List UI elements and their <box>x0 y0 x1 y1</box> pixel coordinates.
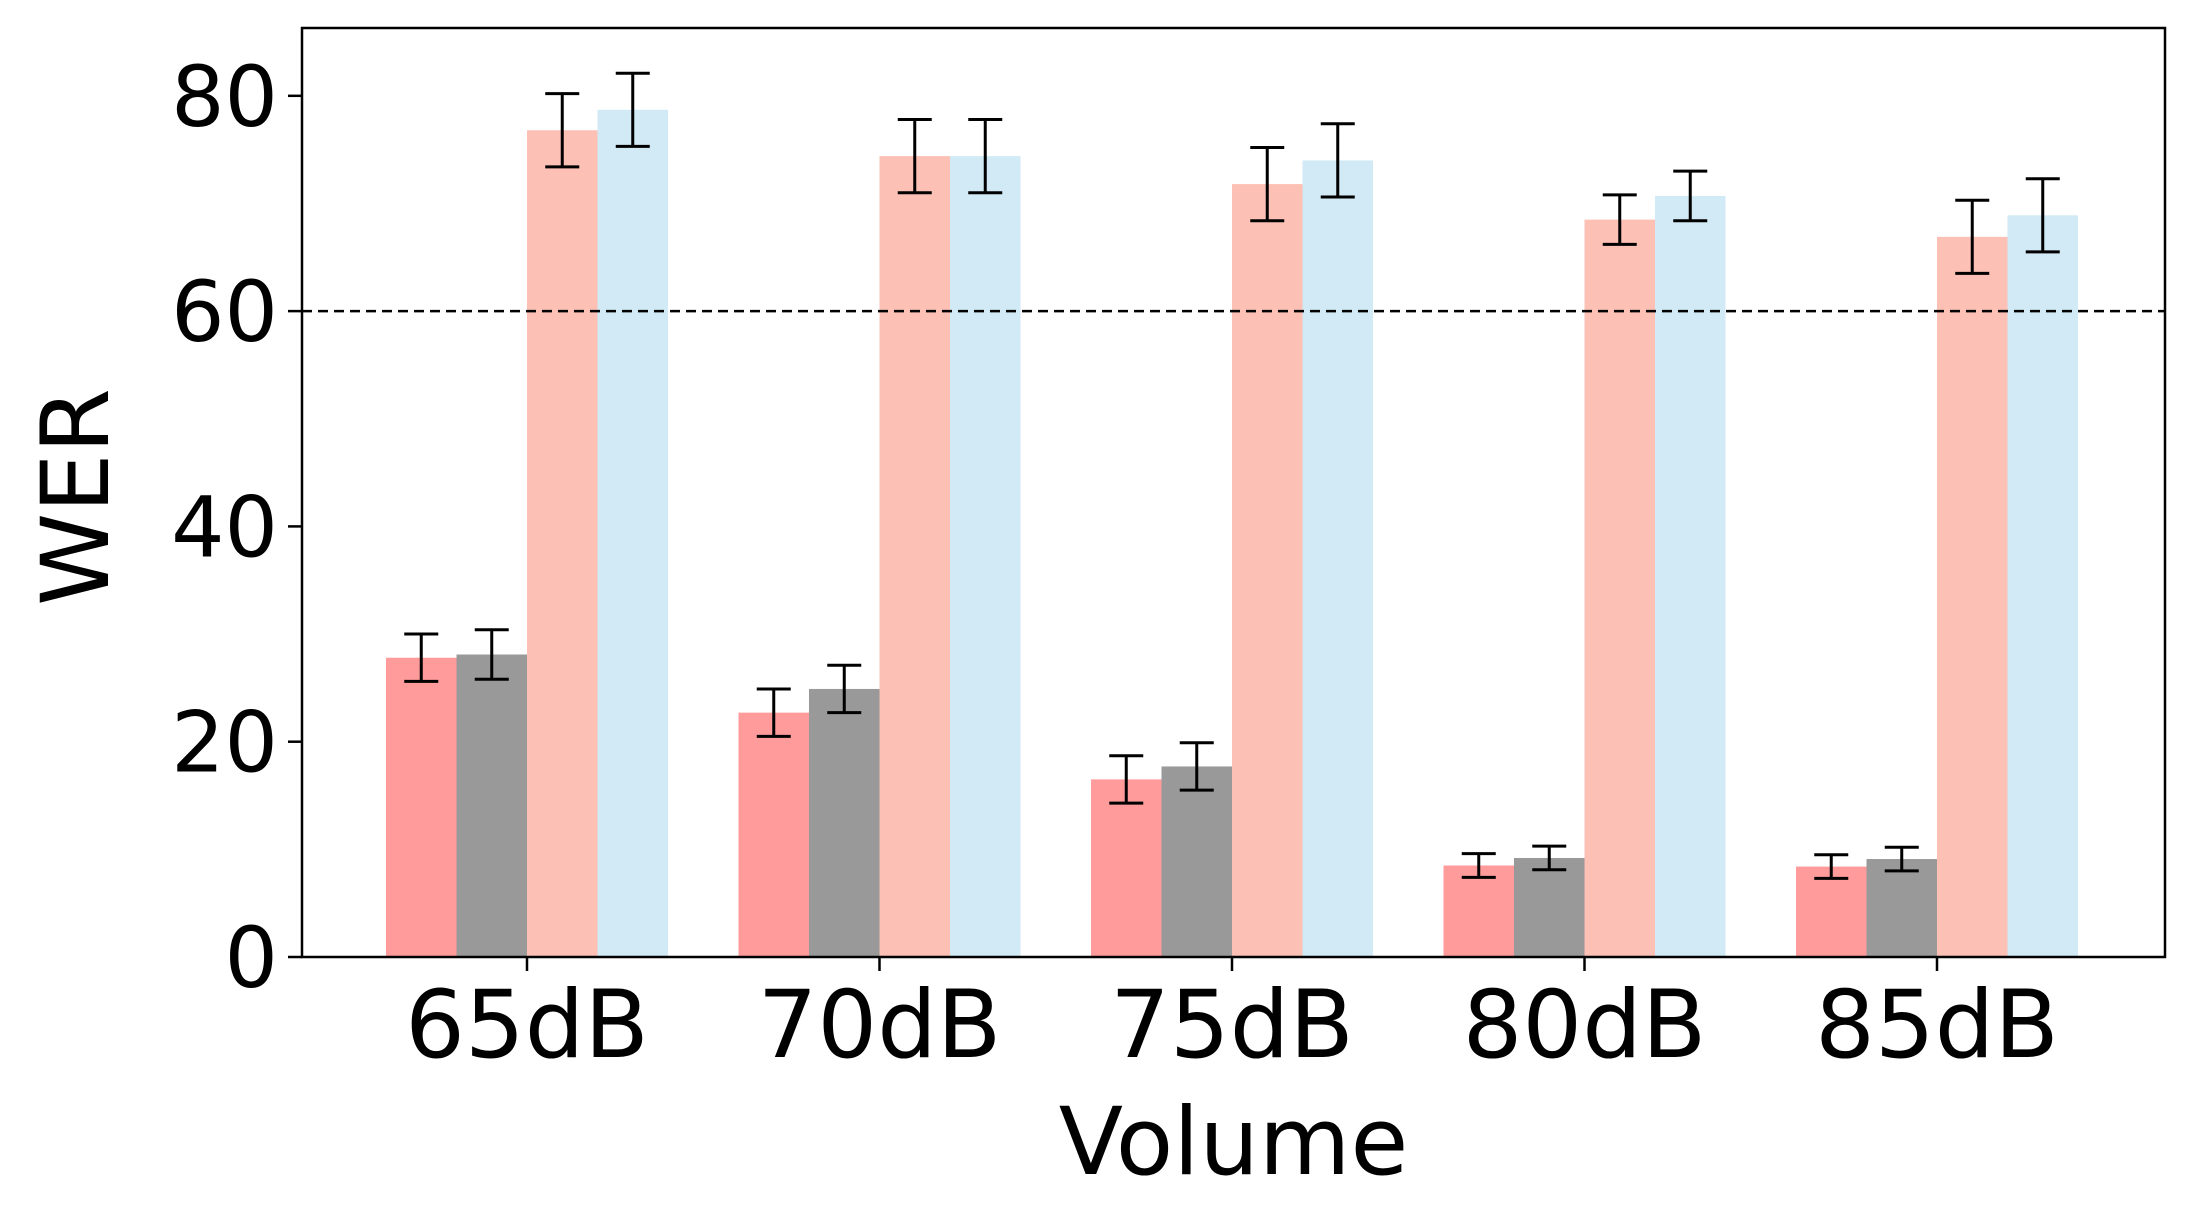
bar-70dB-series-2 <box>809 688 880 957</box>
error-bar-85dB-series-1 <box>1814 853 1849 880</box>
bar-85dB-series-1 <box>1796 866 1867 957</box>
error-bar-65dB-series-1 <box>404 632 439 683</box>
bar-85dB-series-2 <box>1866 859 1937 957</box>
error-bar-85dB-series-4 <box>2025 177 2060 254</box>
x-tick-label: 65dB <box>405 971 649 1080</box>
error-bar-75dB-series-2 <box>1179 741 1214 792</box>
y-tick-label: 80 <box>171 48 278 146</box>
bar-80dB-series-2 <box>1514 857 1585 957</box>
bar-75dB-series-4 <box>1302 160 1373 957</box>
bar-85dB-series-4 <box>2007 215 2078 957</box>
error-bar-80dB-series-1 <box>1461 852 1496 879</box>
x-tick-label: 70dB <box>758 971 1002 1080</box>
bar-65dB-series-3 <box>527 130 598 957</box>
axes-frame <box>300 26 2167 959</box>
bar-80dB-series-4 <box>1655 195 1726 957</box>
bar-75dB-series-1 <box>1091 779 1162 957</box>
error-bar-70dB-series-3 <box>897 118 932 195</box>
bars-layer <box>386 109 2078 958</box>
x-tick-label: 85dB <box>1815 971 2059 1080</box>
error-bar-70dB-series-2 <box>827 663 862 715</box>
y-tick-label: 40 <box>171 478 278 576</box>
y-axis-label: WER <box>22 388 131 606</box>
error-bar-70dB-series-4 <box>968 118 1003 195</box>
bar-65dB-series-2 <box>456 654 527 957</box>
y-tick-label: 20 <box>171 694 278 792</box>
error-bars-layer <box>404 71 2060 880</box>
error-bar-65dB-series-3 <box>545 92 580 169</box>
y-tick-label: 60 <box>171 263 278 361</box>
error-bar-80dB-series-4 <box>1673 169 1708 223</box>
error-bar-75dB-series-4 <box>1320 122 1355 199</box>
bar-70dB-series-4 <box>950 156 1021 957</box>
error-bar-75dB-series-1 <box>1109 754 1144 805</box>
bar-70dB-series-1 <box>738 712 809 957</box>
bar-80dB-series-3 <box>1584 219 1655 957</box>
error-bar-65dB-series-4 <box>615 71 650 148</box>
bar-75dB-series-3 <box>1232 184 1303 957</box>
bar-65dB-series-4 <box>597 109 668 958</box>
error-bar-75dB-series-3 <box>1250 145 1285 223</box>
bar-70dB-series-3 <box>879 156 950 957</box>
x-tick-label: 80dB <box>1463 971 1707 1080</box>
error-bar-85dB-series-3 <box>1955 198 1990 275</box>
y-tick-label: 0 <box>225 909 278 1007</box>
bar-75dB-series-2 <box>1161 766 1232 957</box>
bar-65dB-series-1 <box>386 657 457 957</box>
error-bar-65dB-series-2 <box>474 628 509 681</box>
error-bar-70dB-series-1 <box>756 687 791 738</box>
error-bar-80dB-series-2 <box>1532 844 1567 872</box>
error-bar-85dB-series-2 <box>1884 845 1919 873</box>
x-tick-label: 75dB <box>1110 971 1354 1080</box>
bar-80dB-series-1 <box>1443 865 1514 957</box>
error-bar-80dB-series-3 <box>1602 193 1637 246</box>
x-axis-label: Volume <box>1059 1088 1409 1197</box>
y-axis-ticks: 0 20 40 60 80 <box>171 48 302 1007</box>
bar-85dB-series-3 <box>1937 236 2008 957</box>
x-axis-ticks: 65dB 70dB 75dB 80dB 85dB <box>405 957 2059 1080</box>
